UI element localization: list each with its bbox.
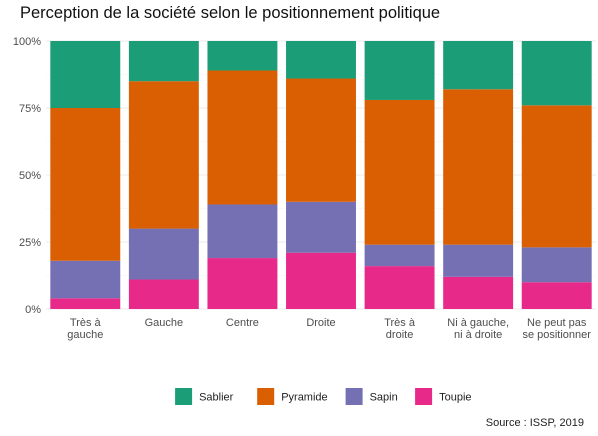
x-tick-label: Droite	[306, 317, 335, 329]
legend: Sablier Pyramide Sapin Toupie	[175, 388, 472, 405]
bar-segment-sapin	[207, 204, 278, 259]
bar-segment-sapin	[128, 228, 199, 280]
x-axis: Très à gauche Gauche Centre Droite Très à droi…	[67, 317, 591, 341]
legend-key-sapin	[345, 388, 363, 405]
x-tick-label: Très à droite	[384, 317, 416, 341]
legend-label: Sablier	[199, 392, 234, 404]
bars	[50, 41, 592, 309]
legend-key-pyramide	[257, 388, 275, 405]
bar-segment-sapin	[364, 244, 435, 267]
y-tick-label: 100%	[13, 36, 41, 48]
y-tick-label: 50%	[19, 170, 41, 182]
y-tick-label: 75%	[19, 103, 41, 115]
bar-segment-toupie	[364, 266, 435, 309]
x-tick-label: Gauche	[145, 317, 184, 329]
bar-segment-toupie	[128, 279, 199, 309]
bar-segment-pyramide	[443, 89, 514, 245]
bar-segment-sapin	[286, 201, 356, 253]
legend-key-toupie	[415, 388, 433, 405]
bar-segment-toupie	[443, 276, 514, 309]
y-axis: 0% 25% 50% 75% 100%	[13, 36, 41, 316]
bar-segment-pyramide	[207, 70, 278, 205]
bar-segment-sablier	[364, 41, 435, 100]
bar-segment-pyramide	[286, 78, 356, 202]
bar-segment-toupie	[521, 282, 592, 309]
y-tick-label: 0%	[25, 304, 41, 316]
bar-segment-toupie	[286, 252, 356, 309]
bar-segment-sablier	[521, 41, 592, 106]
source-caption: Source : ISSP, 2019	[485, 417, 584, 429]
bar-segment-sapin	[443, 244, 514, 277]
x-tick-label: Centre	[226, 317, 259, 329]
bar-segment-sapin	[521, 247, 592, 283]
legend-label: Pyramide	[281, 392, 327, 404]
bar-segment-toupie	[50, 298, 121, 309]
bar-segment-sapin	[50, 260, 121, 299]
bar-segment-pyramide	[364, 99, 435, 245]
y-tick-label: 25%	[19, 237, 41, 249]
bar-segment-pyramide	[128, 81, 199, 229]
x-tick-label: Ni à gauche, ni à droite	[447, 317, 509, 341]
legend-key-sablier	[175, 388, 193, 405]
bar-segment-pyramide	[50, 108, 121, 261]
bar-segment-sablier	[207, 41, 278, 71]
x-tick-label: Très à gauche	[67, 317, 103, 341]
bar-segment-toupie	[207, 258, 278, 309]
x-tick-label: Ne peut pas se positionner	[522, 317, 591, 341]
legend-label: Toupie	[439, 392, 471, 404]
bar-segment-sablier	[443, 41, 514, 90]
bar-segment-sablier	[50, 41, 121, 108]
bar-segment-pyramide	[521, 105, 592, 248]
chart-title: Perception de la société selon le positi…	[20, 4, 441, 22]
bar-segment-sablier	[286, 41, 356, 79]
legend-label: Sapin	[370, 392, 398, 404]
bar-segment-sablier	[128, 41, 199, 82]
